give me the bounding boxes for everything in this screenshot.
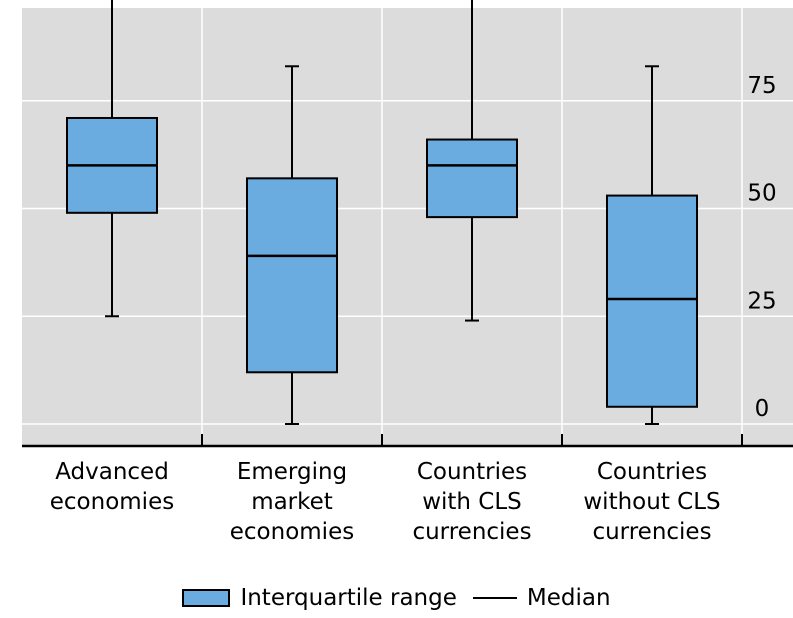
legend-median-line [472, 597, 517, 599]
x-tick-label: Advanced economies [49, 459, 175, 515]
interquartile-box [606, 194, 698, 408]
y-tick-label: 0 [755, 396, 770, 422]
legend-box-label: Interquartile range [240, 585, 457, 611]
interquartile-box [426, 138, 518, 219]
y-tick-label: 25 [747, 288, 776, 314]
legend-median-label: Median [526, 585, 611, 611]
x-tick-label: Emerging market economies [229, 459, 355, 545]
y-tick-label: 50 [747, 181, 776, 207]
legend: Interquartile range Median [0, 585, 793, 611]
y-tick-label: 75 [747, 73, 776, 99]
y-axis: 0 25 50 75 [747, 73, 776, 422]
interquartile-box [246, 177, 338, 374]
box-series [66, 0, 698, 425]
legend-box-swatch [182, 589, 231, 607]
x-tick-label: Countries with CLS currencies [412, 459, 532, 545]
x-tick-label: Countries without CLS currencies [583, 459, 721, 545]
